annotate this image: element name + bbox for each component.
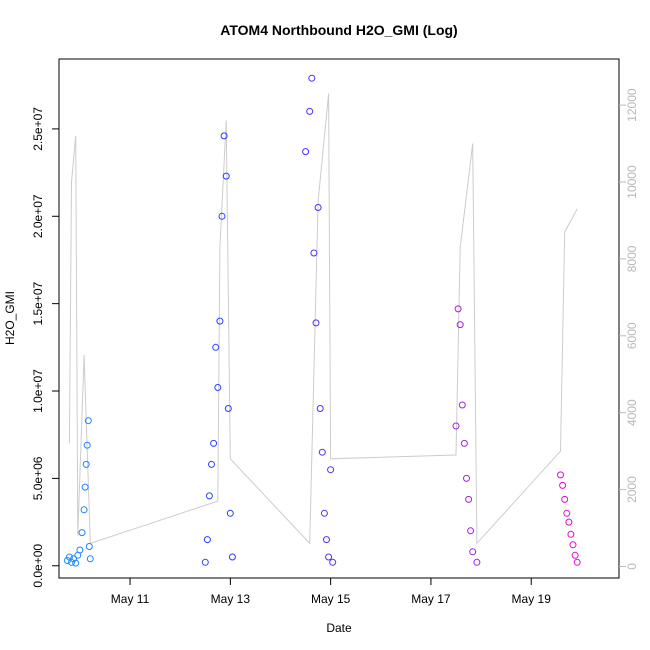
h2o-data-point xyxy=(226,509,234,517)
h2o-data-point xyxy=(228,553,236,561)
h2o-data-point xyxy=(203,536,211,544)
x-tick-label: May 19 xyxy=(512,592,552,606)
h2o-data-point xyxy=(82,460,90,468)
h2o-data-point xyxy=(302,148,310,156)
chart-title: ATOM4 Northbound H2O_GMI (Log) xyxy=(220,22,457,38)
h2o-data-point xyxy=(78,529,86,537)
x-axis-label: Date xyxy=(326,621,352,635)
h2o-data-point xyxy=(559,481,567,489)
h2o-data-point xyxy=(308,74,316,82)
plot-frame xyxy=(58,58,620,579)
h2o-data-point xyxy=(216,317,224,325)
h2o-data-point xyxy=(320,509,328,517)
h2o-data-point xyxy=(329,558,337,566)
h2o-data-point xyxy=(460,439,468,447)
h2o-data-point xyxy=(312,319,320,327)
h2o-data-point xyxy=(557,471,564,479)
h2o-data-point xyxy=(222,172,230,180)
h2o-data-point xyxy=(208,460,215,468)
h2o-data-point xyxy=(201,558,209,566)
h2o-data-point xyxy=(316,405,324,412)
x-axis: May 11 May 13 May 15 May 17 May 19 xyxy=(111,578,551,606)
h2o-data-point xyxy=(565,518,573,526)
h2o-data-point xyxy=(467,527,475,535)
y2-tick-label: 4000 xyxy=(625,399,639,426)
h2o-data-point xyxy=(463,474,470,482)
y2-tick-label: 12000 xyxy=(625,88,639,122)
h2o-data-point xyxy=(573,558,581,566)
h2o-data-point xyxy=(563,509,571,517)
x-tick-label: May 11 xyxy=(111,592,150,606)
y-tick-label: 2.5e+07 xyxy=(31,107,45,151)
h2o-data-point xyxy=(469,548,477,556)
y-tick-label: 5.0e+06 xyxy=(31,456,45,500)
y2-tick-label: 0 xyxy=(625,563,639,570)
h2o-data-point xyxy=(76,546,84,554)
h2o-data-point xyxy=(205,492,213,500)
y-tick-label: 0.0e+00 xyxy=(31,544,45,588)
h2o-data-point xyxy=(323,536,330,544)
h2o-data-point xyxy=(218,212,226,220)
y-tick-label: 1.5e+07 xyxy=(31,281,45,325)
h2o-data-point xyxy=(86,555,94,563)
h2o-data-point xyxy=(567,530,575,538)
h2o-data-point xyxy=(306,107,314,115)
h2o-data-point xyxy=(327,466,335,474)
h2o-data-point xyxy=(473,558,481,566)
h2o-data-point xyxy=(83,441,91,449)
h2o-data-point xyxy=(454,305,462,313)
h2o-data-point xyxy=(314,204,322,211)
h2o-data-point xyxy=(72,559,80,567)
h2o-data-point xyxy=(571,551,579,559)
h2o-data-point xyxy=(310,249,318,257)
h2o-data-point xyxy=(465,495,473,503)
h2o-data-point xyxy=(224,405,232,412)
h2o-data-point xyxy=(212,343,220,351)
h2o-data-point xyxy=(85,543,93,550)
y2-tick-label: 8000 xyxy=(625,245,639,272)
h2o-data-point xyxy=(318,448,326,456)
y-axis: 0.0e+00 5.0e+06 1.0e+07 1.5e+07 2.0e+07 2.5e+… xyxy=(31,107,59,588)
h2o-data-point xyxy=(569,541,577,549)
h2o-data-point xyxy=(210,439,218,447)
h2o-data-point xyxy=(561,495,569,503)
y2-axis: 0 2000 4000 6000 8000 10000 12000 xyxy=(619,88,639,570)
altitude-series-line xyxy=(68,93,578,545)
h2o-data-point xyxy=(325,553,333,561)
altitude-line-layer xyxy=(68,93,578,545)
h2o-data-point xyxy=(68,558,75,566)
h2o-data-point xyxy=(63,557,71,564)
y-tick-label: 1.0e+07 xyxy=(31,369,45,413)
y-tick-label: 2.0e+07 xyxy=(31,194,45,238)
y-axis-label: H2O_GMI xyxy=(3,291,17,345)
h2o-data-point xyxy=(220,132,228,140)
h2o-data-point xyxy=(452,422,460,430)
h2o-data-point xyxy=(456,321,464,329)
x-tick-label: May 15 xyxy=(311,592,351,606)
h2o-data-point xyxy=(70,555,78,563)
h2o-data-point xyxy=(81,483,89,491)
y2-tick-label: 6000 xyxy=(625,322,639,349)
y2-tick-label: 10000 xyxy=(625,165,639,199)
h2o-data-point xyxy=(84,417,92,425)
data-points-layer xyxy=(63,74,581,567)
x-tick-label: May 17 xyxy=(411,592,451,606)
y2-tick-label: 2000 xyxy=(625,476,639,503)
h2o-data-point xyxy=(80,506,88,514)
x-tick-label: May 13 xyxy=(211,592,251,606)
h2o-data-point xyxy=(214,384,222,391)
h2o-data-point xyxy=(458,401,466,409)
